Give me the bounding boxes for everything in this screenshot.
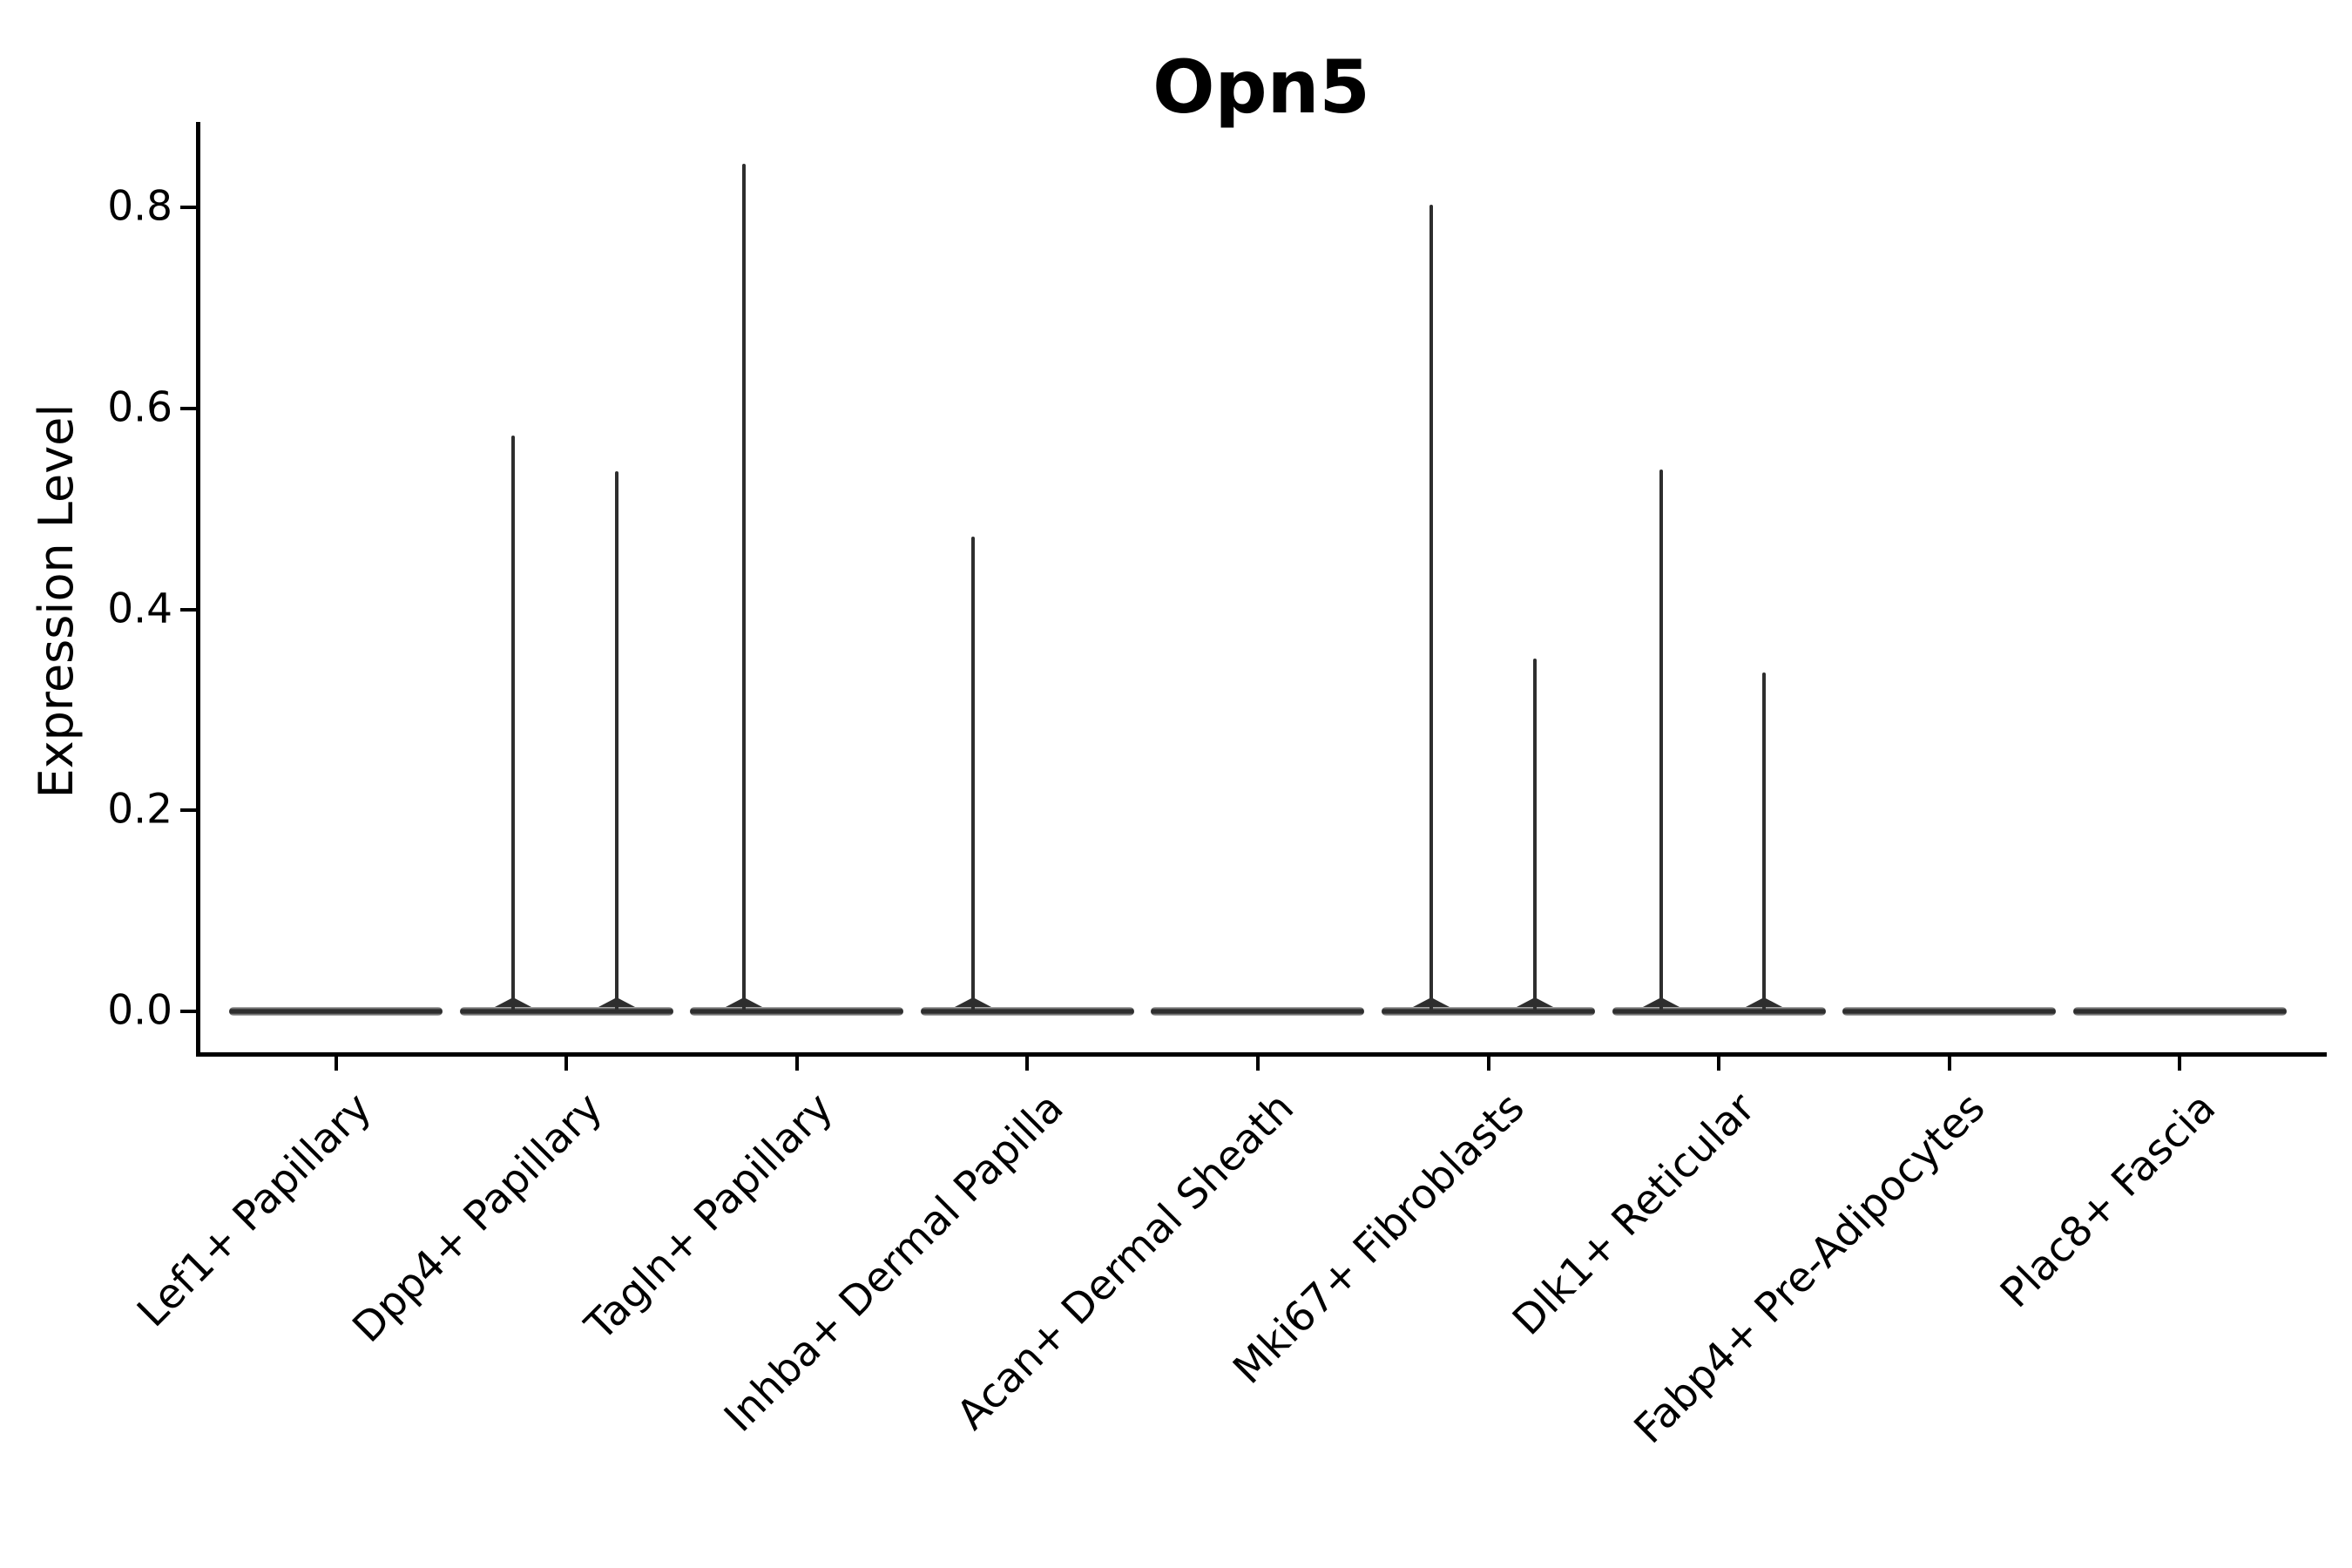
y-tick-mark — [180, 1010, 196, 1013]
y-tick-mark — [180, 406, 196, 410]
x-tick-label: Plac8+ Fascia — [1991, 1084, 2226, 1318]
y-tick-mark — [180, 206, 196, 209]
y-tick-label: 0.2 — [107, 785, 172, 834]
violin-base — [1842, 1007, 2057, 1016]
expression-spike — [1659, 470, 1664, 1010]
y-tick-mark — [180, 808, 196, 813]
y-tick-label: 0.4 — [107, 585, 172, 633]
x-tick-label: Lef1+ Papillary — [128, 1084, 382, 1337]
x-tick-mark — [564, 1057, 569, 1071]
y-tick-label: 0.8 — [107, 182, 172, 231]
x-tick-mark — [794, 1057, 799, 1071]
violin-base — [920, 1007, 1134, 1016]
y-axis-label: Expression Level — [29, 403, 84, 799]
x-tick-label: Dlk1+ Reticular — [1503, 1084, 1765, 1345]
x-tick-mark — [334, 1057, 338, 1071]
x-tick-label: Dpp4+ Papillary — [343, 1084, 612, 1352]
x-tick-mark — [1486, 1057, 1490, 1071]
expression-spike — [511, 435, 516, 1010]
x-axis-spine — [196, 1052, 2327, 1057]
x-tick-mark — [2178, 1057, 2182, 1071]
chart-title: Opn5 — [1152, 44, 1370, 130]
violin-base — [229, 1007, 443, 1016]
expression-spike — [1429, 204, 1433, 1010]
x-tick-mark — [1255, 1057, 1260, 1071]
violin-base — [1612, 1007, 1826, 1016]
violin-base — [459, 1007, 673, 1016]
y-tick-label: 0.0 — [107, 986, 172, 1035]
y-tick-label: 0.6 — [107, 383, 172, 432]
violin-base — [690, 1007, 904, 1016]
x-tick-mark — [1717, 1057, 1721, 1071]
violin-base — [1382, 1007, 1595, 1016]
expression-spike — [1532, 659, 1537, 1010]
expression-spike — [615, 471, 619, 1010]
violin-base — [1151, 1007, 1365, 1016]
violin-base — [2072, 1007, 2287, 1016]
x-tick-mark — [1025, 1057, 1030, 1071]
expression-spike — [1762, 672, 1767, 1010]
x-tick-mark — [1947, 1057, 1951, 1071]
x-tick-label: Tagln+ Papillary — [576, 1084, 842, 1350]
expression-spike — [971, 537, 976, 1010]
expression-spike — [741, 164, 746, 1010]
y-tick-mark — [180, 607, 196, 612]
y-axis-spine — [196, 122, 200, 1056]
